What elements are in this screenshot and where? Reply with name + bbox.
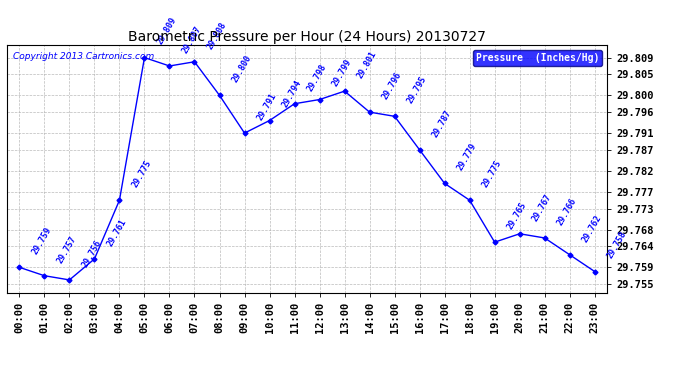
Text: 29.759: 29.759 — [30, 226, 53, 256]
Title: Barometric Pressure per Hour (24 Hours) 20130727: Barometric Pressure per Hour (24 Hours) … — [128, 30, 486, 44]
Text: 29.800: 29.800 — [230, 54, 253, 84]
Text: 29.799: 29.799 — [331, 58, 353, 88]
Legend: Pressure  (Inches/Hg): Pressure (Inches/Hg) — [473, 50, 602, 66]
Text: 29.762: 29.762 — [581, 213, 604, 244]
Text: 29.795: 29.795 — [406, 75, 428, 105]
Text: 29.808: 29.808 — [206, 20, 228, 51]
Text: 29.794: 29.794 — [281, 79, 304, 110]
Text: Copyright 2013 Cartronics.com: Copyright 2013 Cartronics.com — [13, 53, 154, 62]
Text: 29.758: 29.758 — [606, 230, 629, 260]
Text: 29.775: 29.775 — [130, 159, 153, 189]
Text: 29.787: 29.787 — [431, 108, 453, 139]
Text: 29.767: 29.767 — [531, 192, 553, 223]
Text: 29.757: 29.757 — [55, 234, 79, 265]
Text: 29.761: 29.761 — [106, 217, 128, 248]
Text: 29.796: 29.796 — [381, 70, 404, 101]
Text: 29.765: 29.765 — [506, 201, 529, 231]
Text: 29.775: 29.775 — [481, 159, 504, 189]
Text: 29.791: 29.791 — [255, 92, 279, 122]
Text: 29.766: 29.766 — [555, 196, 579, 227]
Text: 29.801: 29.801 — [355, 50, 379, 80]
Text: 29.779: 29.779 — [455, 142, 479, 172]
Text: 29.798: 29.798 — [306, 62, 328, 93]
Text: 29.807: 29.807 — [181, 24, 204, 55]
Text: 29.809: 29.809 — [155, 16, 179, 46]
Text: 29.756: 29.756 — [81, 238, 104, 269]
